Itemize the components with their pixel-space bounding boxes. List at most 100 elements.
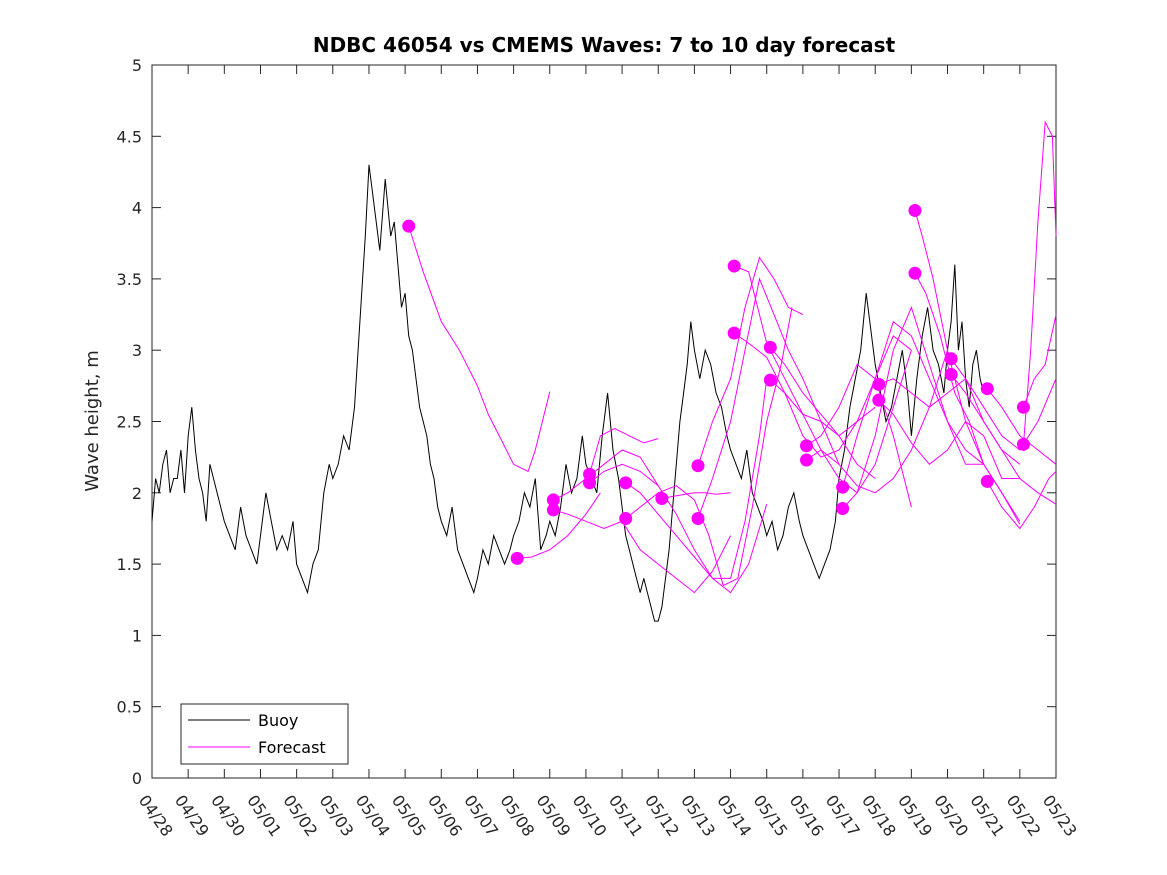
- forecast-run-line: [517, 492, 601, 559]
- forecast-run-line: [553, 449, 659, 501]
- x-tick-label: 05/14: [713, 791, 755, 840]
- y-tick-label: 0.5: [117, 698, 142, 717]
- forecast-run-line: [625, 307, 793, 587]
- y-axis-label: Wave height, m: [82, 350, 103, 491]
- y-axis: 0 0.5 1 1.5 2 2.5 3 3.5 4 4.5 5: [117, 56, 1056, 788]
- forecast-run-line: [986, 471, 1057, 530]
- forecast-start-marker: [727, 326, 741, 340]
- forecast-run-line: [625, 378, 768, 579]
- x-tick-label: 05/11: [605, 791, 647, 840]
- x-tick-label: 05/04: [352, 791, 394, 840]
- forecast-start-marker: [546, 503, 560, 517]
- forecast-start-marker: [727, 259, 741, 273]
- y-tick-label: 5: [132, 56, 142, 75]
- forecast-start-marker: [799, 453, 813, 467]
- forecast-run-line: [1023, 120, 1057, 445]
- forecast-start-marker: [1016, 437, 1030, 451]
- forecast-start-marker: [836, 501, 850, 515]
- x-tick-label: 05/01: [243, 791, 285, 840]
- forecast-run-line: [842, 305, 984, 509]
- y-tick-label: 1.5: [117, 555, 142, 574]
- forecast-start-marker: [980, 382, 994, 396]
- legend-forecast-label: Forecast: [258, 738, 326, 757]
- forecast-run-line: [589, 463, 768, 594]
- x-tick-label: 05/09: [532, 791, 574, 840]
- x-tick-label: 05/05: [388, 791, 430, 840]
- x-tick-label: 05/13: [677, 791, 719, 840]
- forecast-start-marker: [691, 459, 705, 473]
- forecast-start-marker: [836, 480, 850, 494]
- legend-buoy-label: Buoy: [258, 711, 298, 730]
- buoy-series-line: [151, 164, 985, 622]
- forecast-start-marker: [655, 492, 669, 506]
- series-layer: [151, 120, 1057, 622]
- x-tick-label: 05/07: [460, 791, 502, 840]
- forecast-start-marker: [402, 219, 416, 233]
- y-tick-label: 4.5: [117, 127, 142, 146]
- legend: Buoy Forecast: [180, 703, 349, 765]
- forecast-start-marker: [546, 493, 560, 507]
- x-tick-label: 05/03: [316, 791, 358, 840]
- forecast-start-marker: [980, 474, 994, 488]
- forecast-start-marker: [763, 373, 777, 387]
- forecast-run-line: [589, 428, 659, 475]
- forecast-run-line: [986, 388, 1057, 465]
- x-tick-label: 05/06: [424, 791, 466, 840]
- forecast-run-line: [408, 225, 551, 473]
- forecast-start-marker: [619, 511, 633, 525]
- forecast-run-line: [806, 350, 948, 494]
- forecast-run-line: [553, 509, 732, 594]
- forecast-run-line: [769, 350, 912, 494]
- forecast-run-line: [697, 277, 840, 519]
- forecast-run-line: [1023, 314, 1057, 408]
- x-tick-label: 05/22: [1003, 791, 1045, 840]
- x-tick-label: 05/23: [1039, 791, 1081, 840]
- forecast-start-marker: [763, 340, 777, 354]
- x-tick-label: 05/15: [749, 791, 791, 840]
- forecast-run-line: [914, 272, 1021, 525]
- forecast-start-marker: [944, 352, 958, 366]
- x-tick-label: 05/19: [894, 791, 936, 840]
- x-tick-label: 05/10: [569, 791, 611, 840]
- forecast-run-line: [842, 320, 985, 488]
- forecast-start-marker: [619, 476, 633, 490]
- forecast-start-marker: [908, 266, 922, 280]
- legend-box: [180, 703, 349, 765]
- forecast-run-line: [661, 492, 731, 499]
- forecast-start-marker: [583, 476, 597, 490]
- y-tick-label: 1: [132, 626, 142, 645]
- forecast-run-line: [769, 335, 912, 437]
- forecast-start-marker: [510, 551, 524, 565]
- x-tick-label: 05/12: [641, 791, 683, 840]
- y-tick-label: 4: [132, 199, 142, 218]
- forecast-run-line: [806, 363, 912, 508]
- x-tick-label: 04/30: [207, 791, 249, 840]
- x-tick-label: 05/17: [822, 791, 864, 840]
- forecast-start-marker: [691, 511, 705, 525]
- forecast-start-marker: [1016, 400, 1030, 414]
- forecast-run-line: [878, 399, 1020, 479]
- chart-title: NDBC 46054 vs CMEMS Waves: 7 to 10 day f…: [313, 33, 896, 57]
- forecast-run-line: [950, 374, 1057, 505]
- y-tick-label: 3: [132, 341, 142, 360]
- x-tick-label: 05/08: [496, 791, 538, 840]
- x-tick-label: 05/16: [786, 791, 828, 840]
- forecast-run-line: [950, 358, 1057, 451]
- forecast-run-line: [733, 332, 876, 458]
- forecast-start-marker: [908, 203, 922, 217]
- x-tick-label: 05/18: [858, 791, 900, 840]
- x-tick-label: 05/02: [279, 791, 321, 840]
- forecast-start-marker: [944, 367, 958, 381]
- x-tick-label: 04/28: [135, 791, 177, 840]
- forecast-start-marker: [872, 377, 886, 391]
- x-tick-label: 04/29: [171, 791, 213, 840]
- forecast-start-marker: [799, 439, 813, 453]
- forecast-run-line: [697, 256, 804, 466]
- y-tick-label: 2.5: [117, 413, 142, 432]
- x-tick-label: 05/20: [930, 791, 972, 840]
- y-tick-label: 2: [132, 484, 142, 503]
- y-tick-label: 0: [132, 769, 142, 788]
- forecast-start-marker: [872, 393, 886, 407]
- x-tick-label: 05/21: [966, 791, 1008, 840]
